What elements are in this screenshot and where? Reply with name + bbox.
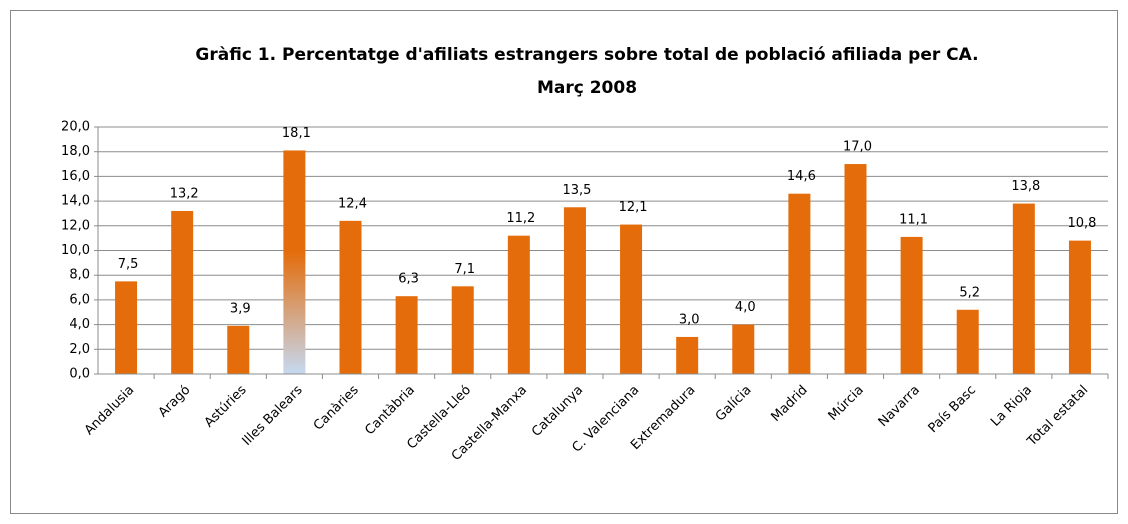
bar — [227, 325, 250, 374]
data-label: 4,0 — [735, 300, 756, 315]
data-label: 13,8 — [1011, 179, 1040, 194]
chart-title: Gràfic 1. Percentatge d'afiliats estrang… — [195, 45, 978, 65]
y-tick-label: 20,0 — [61, 120, 90, 135]
bar — [676, 336, 699, 374]
bar — [395, 296, 418, 374]
bar — [732, 324, 755, 374]
bar — [451, 286, 474, 374]
bar — [171, 210, 194, 374]
bar — [900, 236, 923, 374]
bar — [507, 235, 530, 374]
bar — [1012, 203, 1035, 374]
data-label: 3,9 — [230, 301, 251, 316]
y-tick-label: 14,0 — [61, 194, 90, 209]
bar — [115, 281, 138, 374]
data-label: 14,6 — [787, 169, 816, 184]
bar — [956, 309, 979, 374]
data-label: 7,5 — [118, 257, 139, 272]
data-label: 12,1 — [619, 200, 648, 215]
bar — [788, 193, 811, 374]
data-label: 17,0 — [843, 140, 872, 155]
bar — [844, 164, 867, 374]
data-label: 7,1 — [454, 262, 475, 277]
bar — [339, 220, 362, 374]
data-label: 18,1 — [282, 126, 311, 141]
bar — [1068, 240, 1091, 374]
bar — [283, 150, 306, 374]
data-label: 13,2 — [170, 186, 199, 201]
data-label: 5,2 — [959, 285, 980, 300]
bar — [620, 224, 643, 374]
data-label: 13,5 — [562, 183, 591, 198]
y-tick-label: 10,0 — [61, 243, 90, 258]
y-tick-label: 18,0 — [61, 144, 90, 159]
data-label: 3,0 — [679, 312, 700, 327]
data-label: 11,2 — [506, 211, 535, 226]
bar — [563, 207, 586, 374]
y-tick-label: 12,0 — [61, 218, 90, 233]
data-label: 12,4 — [338, 196, 367, 211]
y-tick-label: 2,0 — [69, 342, 90, 357]
y-tick-label: 0,0 — [69, 367, 90, 382]
y-tick-label: 16,0 — [61, 169, 90, 184]
y-tick-label: 8,0 — [69, 268, 90, 283]
chart-subtitle: Març 2008 — [537, 78, 637, 98]
data-label: 11,1 — [899, 212, 928, 227]
data-label: 6,3 — [398, 272, 419, 287]
data-label: 10,8 — [1067, 216, 1096, 231]
y-tick-label: 4,0 — [69, 317, 90, 332]
y-tick-label: 6,0 — [69, 292, 90, 307]
